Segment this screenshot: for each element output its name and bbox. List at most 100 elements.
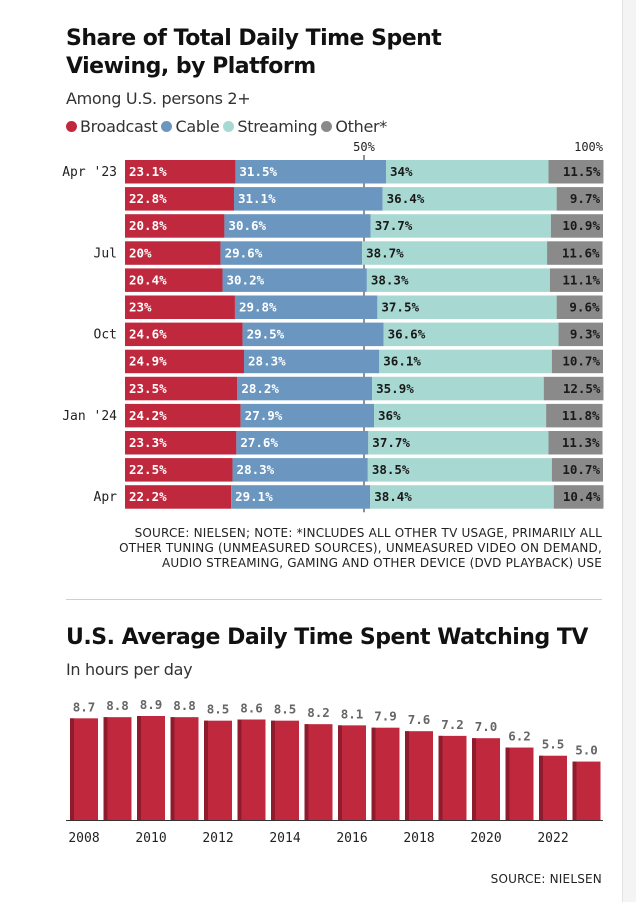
bar-value-label-broadcast-8: 23.5% (129, 381, 167, 396)
bar-shade-2012 (204, 720, 208, 820)
bar-shade-2011 (170, 717, 175, 820)
bar-value-label-broadcast-10: 23.3% (129, 435, 167, 450)
bar-segment-broadcast-3 (125, 241, 221, 265)
bar-segment-other-8 (543, 376, 604, 401)
bar-segment-streaming-0 (385, 160, 549, 184)
bar-value-label-broadcast-9: 24.2% (129, 408, 167, 423)
bar-value-label-2008: 8.7 (73, 699, 96, 714)
bar-shade-2009 (103, 717, 108, 820)
bar-value-label-other-6: 9.3% (570, 327, 601, 342)
bar-2014 (271, 720, 299, 820)
bar-value-label-2014: 8.5 (274, 702, 297, 717)
bar-segment-streaming-1 (382, 187, 557, 211)
legend-swatch-other (321, 120, 333, 132)
source-note-line1: SOURCE: NIELSEN; NOTE: *INCLUDES ALL OTH… (134, 526, 602, 540)
row-label-9: Jan '24 (62, 409, 117, 424)
bar-value-label-streaming-10: 37.7% (372, 435, 410, 450)
bar-2020 (472, 738, 500, 820)
bar-segment-streaming-8 (372, 376, 544, 401)
bar-2019 (438, 735, 467, 820)
bar-value-label-streaming-7: 36.1% (383, 354, 421, 369)
bar-value-label-streaming-11: 38.5% (372, 462, 410, 477)
x-tick-label-2010: 2010 (135, 831, 166, 846)
bar-segment-broadcast-0 (125, 160, 236, 184)
bar-segment-other-9 (546, 403, 603, 428)
bar-value-label-broadcast-0: 23.1% (129, 164, 167, 179)
bar-segment-other-0 (548, 160, 604, 184)
bar-segment-cable-0 (235, 160, 386, 184)
bar-value-label-broadcast-12: 22.2% (129, 489, 167, 504)
bar-segment-other-3 (547, 241, 603, 265)
bar-value-label-broadcast-4: 20.4% (129, 272, 167, 287)
bar-segment-streaming-4 (366, 268, 550, 292)
bar-segment-streaming-5 (377, 295, 557, 319)
bar-segment-broadcast-6 (125, 322, 243, 347)
bar-value-label-2020: 7.0 (475, 719, 498, 734)
bar-value-label-streaming-6: 36.6% (388, 327, 426, 342)
chart2-bar-chart: 8.7 8.8 8.9 8.8 8.5 8.6 8.5 8.2 8.1 7.9 7.6 7.2 7.0 6… (66, 697, 603, 846)
chart1-title-line2: Viewing, by Platform (66, 54, 316, 79)
bar-value-label-other-10: 11.3% (562, 435, 600, 450)
bar-value-label-cable-7: 28.3% (248, 354, 286, 369)
bar-segment-streaming-7 (379, 349, 552, 374)
source-note-line3: AUDIO STREAMING, GAMING AND OTHER DEVICE… (161, 556, 602, 570)
bar-value-label-streaming-5: 37.5% (381, 300, 419, 315)
bar-value-label-cable-4: 30.2% (227, 272, 265, 287)
bar-segment-cable-10 (236, 431, 369, 455)
bar-segment-streaming-12 (370, 485, 554, 509)
bar-segment-other-10 (548, 431, 603, 455)
bar-segment-other-12 (553, 485, 604, 509)
x-tick-label-1: 100% (574, 140, 604, 154)
bar-shade-2016 (338, 725, 342, 820)
bar-segment-cable-7 (244, 349, 380, 374)
bar-segment-broadcast-4 (125, 268, 223, 292)
legend-item-other: Other* (321, 117, 387, 136)
bar-segment-broadcast-10 (125, 431, 237, 455)
legend-swatch-streaming (223, 120, 235, 132)
x-tick-label-2022: 2022 (537, 831, 568, 846)
bar-shade-2017 (371, 727, 376, 820)
legend-item-cable: Cable (161, 117, 220, 136)
bar-value-label-cable-1: 31.1% (238, 191, 276, 206)
bar-segment-broadcast-2 (125, 214, 225, 238)
legend-swatch-cable (161, 120, 173, 132)
legend-swatch-broadcast (66, 120, 77, 132)
bar-2010 (137, 716, 165, 820)
bar-value-label-cable-11: 28.3% (237, 462, 275, 477)
chart1-legend: Broadcast Cable Streaming Other* (66, 116, 391, 136)
bar-segment-cable-4 (222, 268, 367, 292)
bar-value-label-broadcast-11: 22.5% (129, 462, 167, 477)
bar-value-label-cable-8: 28.2% (241, 381, 279, 396)
chart2-title: U.S. Average Daily Time Spent Watching T… (66, 625, 588, 650)
bar-value-label-other-4: 11.1% (562, 272, 600, 287)
chart2-source-note: SOURCE: NIELSEN (490, 872, 602, 886)
right-edge-rule (622, 0, 636, 902)
x-tick-label-2020: 2020 (470, 831, 501, 846)
x-tick-label-2014: 2014 (269, 831, 300, 846)
bar-shade-2023 (572, 761, 577, 820)
bar-segment-broadcast-12 (125, 485, 232, 509)
bar-shade-2022 (539, 755, 543, 820)
bar-segment-broadcast-7 (125, 349, 245, 374)
bar-value-label-broadcast-7: 24.9% (129, 354, 167, 369)
chart1-source-note: SOURCE: NIELSEN; NOTE: *INCLUDES ALL OTH… (119, 526, 602, 571)
bar-value-label-streaming-1: 36.4% (387, 191, 425, 206)
bar-segment-broadcast-5 (125, 295, 235, 319)
bar-segment-streaming-6 (383, 322, 559, 347)
bar-value-label-cable-6: 29.5% (247, 327, 285, 342)
bar-segment-other-7 (551, 349, 603, 374)
bar-value-label-2013: 8.6 (240, 701, 263, 716)
bar-2013 (237, 719, 266, 820)
section-divider (66, 599, 602, 600)
bar-segment-broadcast-8 (125, 376, 238, 401)
bar-2022 (539, 755, 567, 820)
bar-shade-2018 (405, 731, 409, 820)
bar-segment-broadcast-1 (125, 187, 234, 211)
bar-value-label-2009: 8.8 (106, 698, 129, 713)
bar-segment-other-2 (550, 214, 603, 238)
bar-value-label-cable-10: 27.6% (240, 435, 278, 450)
bar-segment-cable-1 (233, 187, 383, 211)
bar-value-label-other-9: 11.8% (562, 408, 600, 423)
bar-segment-broadcast-11 (125, 458, 233, 482)
bar-value-label-broadcast-2: 20.8% (129, 218, 167, 233)
